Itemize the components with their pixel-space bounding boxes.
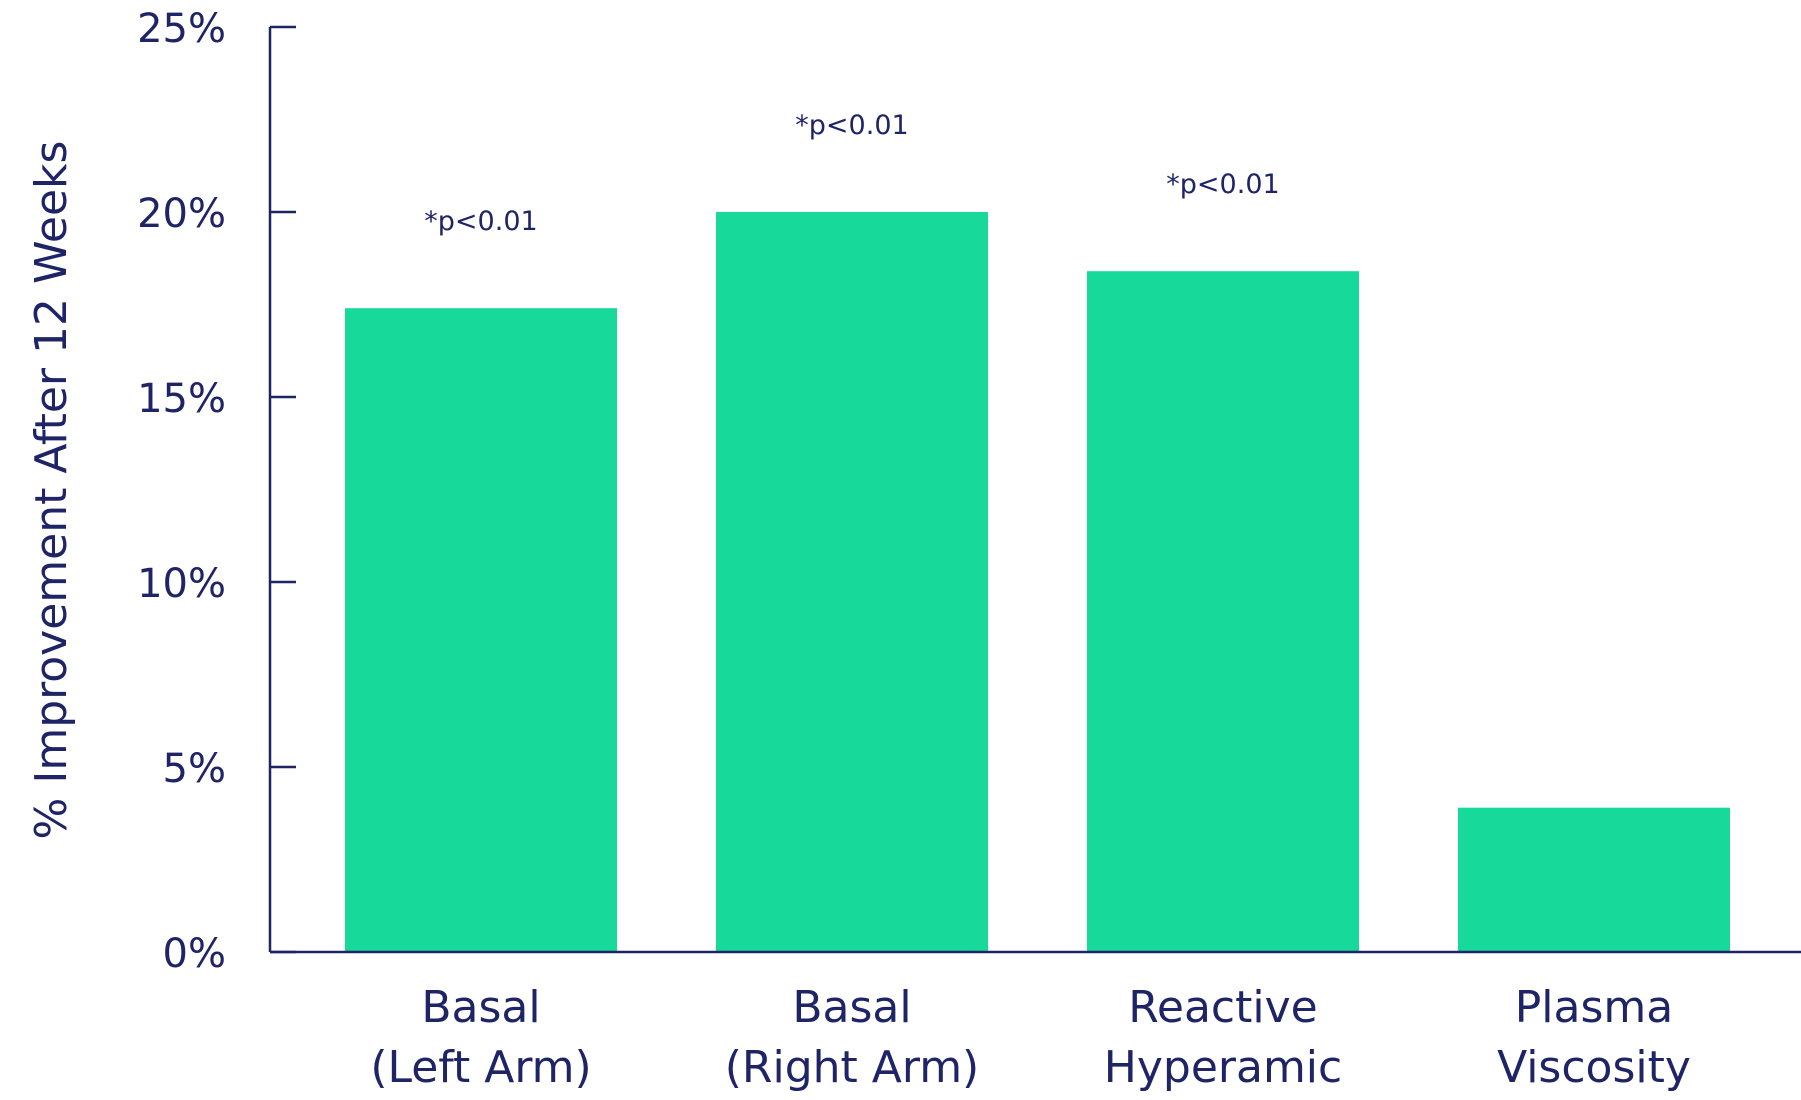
significance-annotations: *p<0.01 *p<0.01 *p<0.01 bbox=[424, 110, 1279, 237]
bar bbox=[1087, 271, 1359, 952]
y-tick-label: 20% bbox=[137, 191, 226, 237]
bars-layer bbox=[345, 212, 1730, 952]
bar bbox=[716, 212, 988, 952]
y-tick-label: 15% bbox=[137, 376, 226, 422]
y-tick-label: 5% bbox=[163, 746, 226, 792]
x-category-label: Viscosity bbox=[1497, 1042, 1691, 1093]
x-category-label: Basal bbox=[792, 982, 911, 1033]
significance-label: *p<0.01 bbox=[795, 110, 908, 141]
x-category-labels: Basal (Left Arm) Basal (Right Arm) Reactive H… bbox=[370, 982, 1691, 1093]
x-category-label: Reactive bbox=[1128, 982, 1317, 1033]
bar bbox=[345, 308, 617, 952]
axes-layer bbox=[268, 27, 1801, 954]
x-category-label: Hyperamic bbox=[1104, 1042, 1342, 1093]
x-category-label: Basal bbox=[421, 982, 540, 1033]
x-category-label: (Left Arm) bbox=[370, 1042, 591, 1093]
significance-label: *p<0.01 bbox=[1166, 169, 1279, 200]
x-category-label: (Right Arm) bbox=[725, 1042, 979, 1093]
x-category-label: Plasma bbox=[1515, 982, 1673, 1033]
y-tick-label: 10% bbox=[137, 561, 226, 607]
significance-label: *p<0.01 bbox=[424, 206, 537, 237]
y-tick-label: 0% bbox=[163, 931, 226, 977]
y-ticks: 0% 5% 10% 15% 20% 25% bbox=[137, 6, 296, 977]
y-axis-label: % Improvement After 12 Weeks bbox=[26, 141, 77, 840]
y-tick-label: 25% bbox=[137, 6, 226, 52]
bar bbox=[1458, 807, 1730, 952]
